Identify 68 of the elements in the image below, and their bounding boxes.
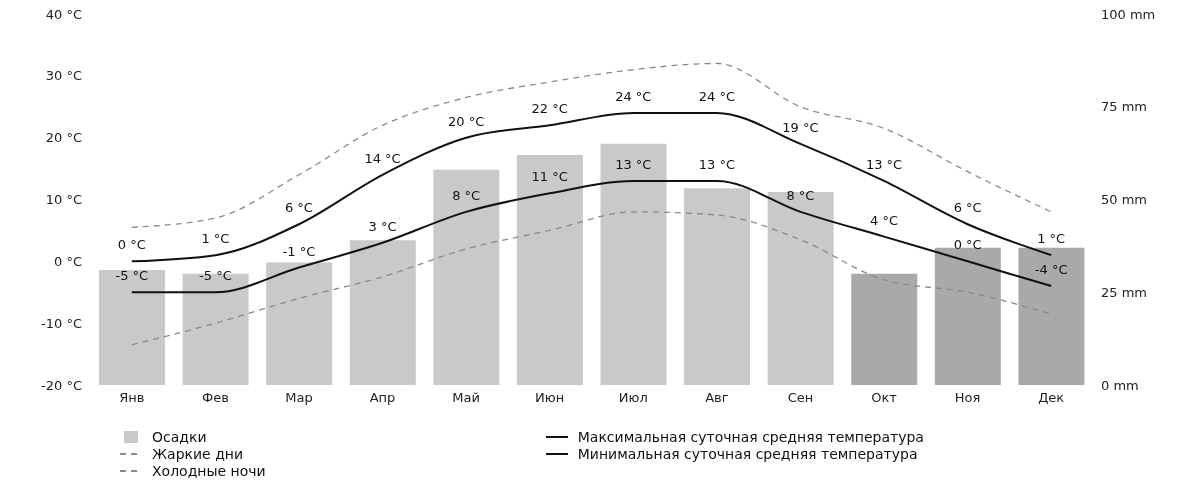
x-tick-label: Ноя (954, 390, 981, 406)
data-label: 6 °C (953, 200, 982, 216)
bar (1018, 247, 1085, 385)
x-tick-label: Дек (1038, 390, 1065, 406)
legend-label: Минимальная суточная средняя температура (577, 445, 918, 462)
data-label: 0 °C (953, 237, 982, 253)
y-tick-label: 10 °C (45, 192, 82, 208)
y-tick-label: 0 °C (54, 253, 82, 269)
bar (851, 273, 918, 385)
data-label: 20 °C (447, 113, 485, 129)
data-label: 0 °C (117, 237, 146, 253)
x-tick-label: Окт (871, 390, 898, 406)
line-series (131, 211, 1052, 346)
data-label: 13 °C (615, 156, 652, 172)
x-tick-label: Янв (119, 390, 145, 406)
data-label: 14 °C (364, 150, 401, 166)
y2-tick-label: 100 mm (1101, 6, 1156, 22)
bar (182, 273, 249, 385)
bar (934, 247, 1001, 385)
bar (767, 192, 834, 385)
y2-tick-label: 0 mm (1101, 377, 1139, 393)
y2-tick-label: 25 mm (1101, 284, 1148, 300)
data-label: 13 °C (865, 156, 903, 172)
data-label: 8 °C (786, 187, 815, 203)
legend-label: Максимальная суточная средняя температура (577, 428, 924, 445)
y-tick-label: -20 °C (41, 377, 82, 393)
bar (600, 143, 667, 385)
legend-label: Жаркие дни (152, 445, 244, 462)
x-tick-label: Фев (201, 390, 229, 406)
data-label: 4 °C (870, 212, 899, 228)
bar (266, 262, 333, 385)
data-label: -5 °C (115, 268, 149, 284)
bar (349, 240, 416, 385)
y-tick-label: -10 °C (41, 315, 82, 331)
data-label: 22 °C (531, 101, 568, 117)
data-label: 3 °C (368, 218, 397, 234)
data-label: 1 °C (1037, 231, 1066, 247)
x-tick-label: Авг (705, 390, 729, 406)
bar (433, 169, 500, 385)
bar (516, 154, 583, 385)
bar (684, 188, 751, 385)
data-label: 24 °C (698, 88, 736, 104)
data-label: 8 °C (452, 187, 481, 203)
x-tick-label: Май (452, 390, 480, 406)
y2-tick-label: 75 mm (1101, 99, 1148, 115)
data-label: 11 °C (531, 169, 568, 185)
data-label: 19 °C (782, 119, 819, 135)
x-tick-label: Мар (285, 390, 313, 406)
line-series (130, 179, 1053, 294)
data-label: -1 °C (282, 243, 316, 259)
data-label: 24 °C (615, 88, 652, 104)
x-tick-label: Апр (369, 390, 396, 406)
y-tick-label: 20 °C (45, 130, 82, 146)
y-tick-label: 40 °C (45, 6, 82, 22)
legend-label: Холодные ночи (152, 462, 266, 479)
legend-label: Осадки (152, 428, 207, 445)
data-label: -5 °C (199, 268, 232, 284)
y-tick-label: 30 °C (45, 68, 82, 84)
x-tick-label: Июн (535, 390, 565, 406)
data-label: 6 °C (284, 200, 313, 216)
line-series (130, 111, 1053, 263)
data-label: 13 °C (698, 156, 736, 172)
data-label: 1 °C (201, 231, 230, 247)
bar (99, 269, 165, 385)
x-tick-label: Сен (787, 390, 814, 406)
x-tick-label: Июл (618, 390, 648, 406)
y2-tick-label: 50 mm (1101, 192, 1148, 208)
data-label: -4 °C (1034, 262, 1068, 278)
